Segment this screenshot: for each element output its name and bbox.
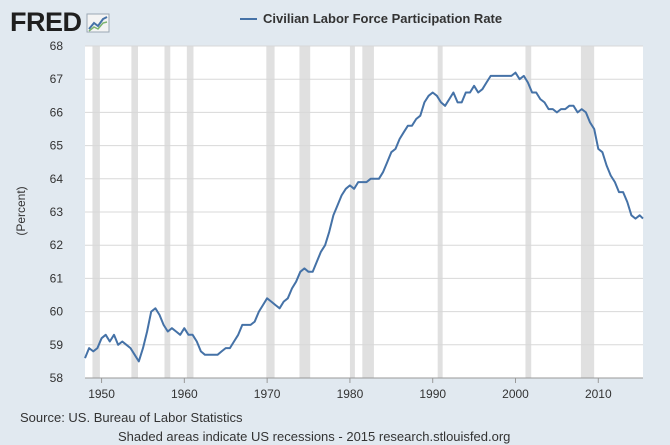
y-tick-label: 60: [50, 305, 64, 319]
x-tick-label: 1950: [88, 387, 115, 401]
y-tick-label: 61: [50, 271, 64, 285]
y-tick-label: 68: [50, 39, 64, 53]
trend-chart-icon: [86, 13, 109, 32]
y-tick-label: 62: [50, 238, 64, 252]
x-tick-label: 2010: [585, 387, 612, 401]
source-text: Source: US. Bureau of Labor Statistics: [20, 410, 243, 425]
series-line: [84, 71, 644, 363]
legend-swatch: [240, 17, 257, 20]
fred-logo[interactable]: FRED: [10, 7, 110, 38]
x-tick-label: 1960: [171, 387, 198, 401]
chart-legend: Civilian Labor Force Participation Rate: [240, 11, 502, 26]
y-tick-label: 67: [50, 72, 64, 86]
legend-label: Civilian Labor Force Participation Rate: [263, 11, 503, 26]
x-tick-label: 2000: [502, 387, 529, 401]
y-tick-label: 64: [50, 172, 64, 186]
x-tick-label: 1980: [337, 387, 364, 401]
y-tick-label: 59: [50, 338, 64, 352]
recession-note: Shaded areas indicate US recessions - 20…: [118, 429, 511, 444]
x-tick-label: 1970: [254, 387, 281, 401]
x-tick-label: 1990: [419, 387, 446, 401]
y-tick-label: 58: [50, 371, 64, 385]
y-axis-label: (Percent): [14, 186, 28, 235]
y-tick-label: 66: [50, 105, 64, 119]
y-tick-label: 63: [50, 205, 64, 219]
fred-logo-text: FRED: [10, 7, 82, 37]
y-tick-label: 65: [50, 139, 64, 153]
